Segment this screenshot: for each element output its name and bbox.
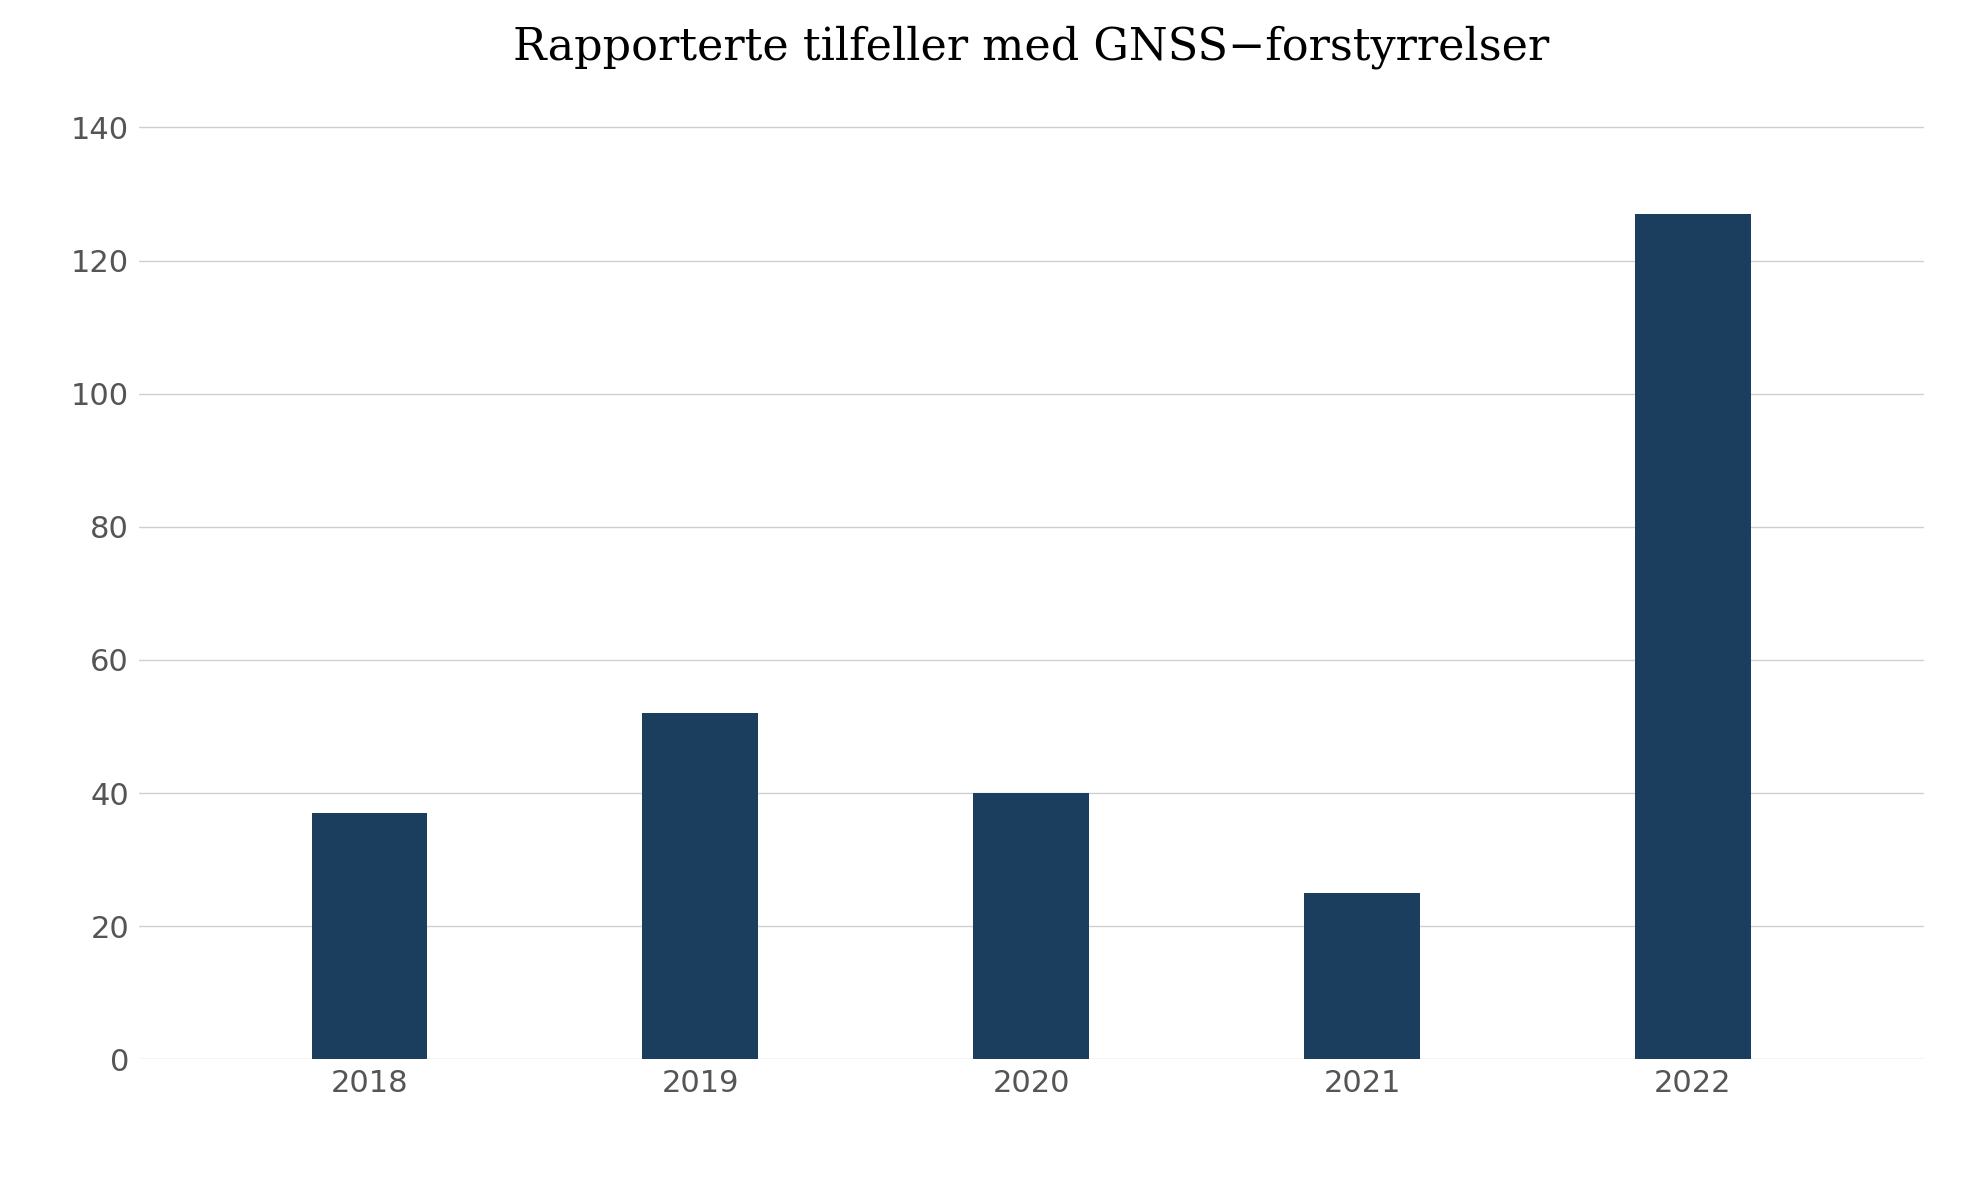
Title: Rapporterte tilfeller med GNSS−forstyrrelser: Rapporterte tilfeller med GNSS−forstyrre…: [513, 25, 1548, 69]
Bar: [642, 713, 757, 1059]
Bar: [311, 813, 426, 1059]
Bar: [1304, 893, 1419, 1059]
Bar: [1635, 214, 1750, 1059]
Bar: [973, 793, 1088, 1059]
